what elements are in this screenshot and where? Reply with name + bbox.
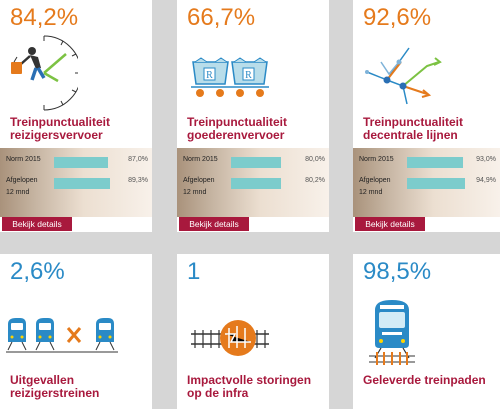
details-button[interactable]: Bekijk details	[2, 217, 72, 231]
kpi-card-storingen: 1 Impactvolle storingen op de infra	[177, 254, 329, 409]
kpi-bar-panel: Norm 2015 87,0% Afgelopen 12 mnd 89,3%	[0, 148, 152, 217]
last-12m-row: Afgelopen 12 mnd 94,9%	[359, 177, 496, 196]
details-button[interactable]: Bekijk details	[179, 217, 249, 231]
kpi-card-decentrale-lijnen: 92,6% Treinpunctualiteit decentrale lijn…	[353, 0, 500, 232]
norm-bar	[231, 157, 281, 168]
kpi-card-treinpaden: 98,5% Geleverde treinpaden	[353, 254, 500, 409]
last-12m-bar	[407, 178, 465, 189]
kpi-value: 2,6%	[10, 258, 65, 285]
last-12m-row: Afgelopen 12 mnd 80,2%	[183, 177, 325, 196]
last-12m-bar	[231, 178, 281, 189]
norm-bar	[54, 157, 108, 168]
freight-wagons-icon: R R	[191, 57, 269, 97]
svg-text:R: R	[206, 70, 213, 81]
kpi-value: 84,2%	[10, 4, 79, 31]
kpi-card-goederenvervoer: 66,7% R R Treinpunctualiteit goederenver…	[177, 0, 329, 232]
norm-row: Norm 2015 80,0%	[177, 153, 329, 171]
cancelled-trains-icon	[6, 318, 118, 353]
svg-text:R: R	[245, 70, 252, 81]
kpi-value: 1	[187, 258, 201, 285]
norm-row: Norm 2015 93,0%	[353, 153, 500, 171]
kpi-title: Impactvolle storingen op de infra	[187, 373, 312, 400]
kpi-title: Treinpunctualiteit reizigersvervoer	[10, 115, 111, 142]
kpi-card-reizigersvervoer: 84,2% Treinpunctualiteit reizigersvervoe…	[0, 0, 152, 232]
details-button[interactable]: Bekijk details	[355, 217, 425, 231]
kpi-value: 98,5%	[363, 258, 432, 285]
kpi-card-uitgevallen: 2,6% Uitgevallen reizigerstreinen	[0, 254, 152, 409]
train-front-icon	[369, 300, 415, 365]
norm-bar	[407, 157, 463, 168]
kpi-bar-panel: Norm 2015 80,0% Afgelopen 12 mnd 80,2%	[177, 148, 329, 217]
last-12m-row: Afgelopen 12 mnd 89,3%	[6, 177, 148, 196]
network-arrows-icon	[365, 47, 442, 105]
kpi-value: 92,6%	[363, 4, 432, 31]
kpi-title: Treinpunctualiteit goederenvervoer	[187, 115, 288, 142]
infra-disruption-icon	[191, 320, 269, 356]
kpi-title: Geleverde treinpaden	[363, 373, 486, 387]
kpi-bar-panel: Norm 2015 93,0% Afgelopen 12 mnd 94,9%	[353, 148, 500, 217]
traveler-clock-icon	[11, 35, 78, 111]
kpi-title: Treinpunctualiteit decentrale lijnen	[363, 115, 464, 142]
kpi-value: 66,7%	[187, 4, 256, 31]
last-12m-bar	[54, 178, 110, 189]
kpi-title: Uitgevallen reizigerstreinen	[10, 373, 100, 400]
norm-row: Norm 2015 87,0%	[0, 153, 152, 171]
